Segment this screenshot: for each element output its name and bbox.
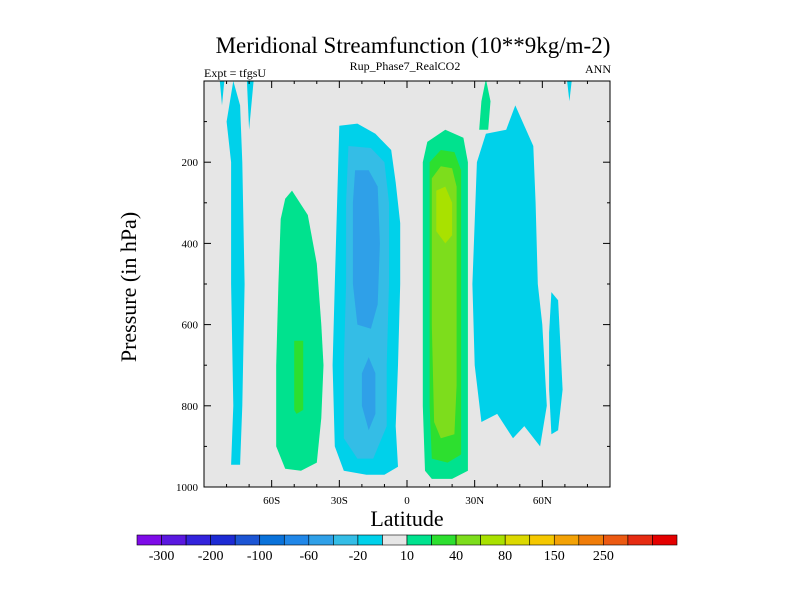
contour-southern-hadley-low (361, 357, 376, 431)
colorbar-label: 10 (400, 549, 414, 564)
y-tick-label: 600 (182, 320, 199, 332)
run-label: Rup_Phase7_RealCO2 (350, 59, 461, 73)
contour-regions (219, 81, 572, 479)
y-tick-label: 1000 (176, 482, 199, 494)
colorbar-label: -60 (299, 549, 318, 564)
plot-background (204, 81, 610, 487)
y-tick-label: 800 (182, 401, 199, 413)
y-tick-label: 400 (182, 238, 199, 250)
contour-upper-negative-sliver-a (219, 81, 225, 106)
colorbar-box (259, 534, 285, 546)
colorbar-box (553, 534, 580, 546)
contour-upper-negative-sliver-b (246, 81, 254, 130)
axis-ticks: 60S 30S 0 30N 60N 200 400 600 800 1000 (176, 81, 610, 507)
contour-polar-cell (549, 292, 563, 435)
colorbar-box (455, 534, 481, 546)
colorbar-box (333, 534, 359, 546)
x-tick-label: 60S (263, 495, 280, 507)
colorbar-box (308, 534, 334, 546)
x-tick-label: 30N (465, 495, 484, 507)
y-axis-label: Pressure (in hPa) (116, 212, 141, 362)
colorbar: -300 -200 -100 -60 -20 10 40 80 150 250 (136, 534, 678, 564)
colorbar-label: 80 (498, 549, 512, 564)
contour-southern-ferrel-cell (276, 190, 324, 471)
colorbar-label: 250 (593, 549, 614, 564)
colorbar-box (406, 534, 432, 546)
colorbar-box (161, 534, 187, 546)
colorbar-box (652, 534, 678, 546)
x-tick-label: 0 (404, 495, 410, 507)
colorbar-label: 150 (544, 549, 565, 564)
contour-northern-ferrel-cell (472, 105, 547, 447)
colorbar-box (529, 534, 555, 546)
colorbar-box (357, 534, 383, 546)
colorbar-box (136, 534, 162, 546)
colorbar-box (234, 534, 261, 546)
colorbar-label: 40 (449, 549, 463, 564)
colorbar-box (431, 534, 457, 546)
colorbar-box (210, 534, 236, 546)
contour-antarctic-cell (226, 81, 245, 465)
season-label: ANN (585, 62, 611, 76)
y-tick-label: 200 (182, 157, 199, 169)
colorbar-box (480, 534, 506, 546)
colorbar-box (578, 534, 604, 546)
colorbar-label: -100 (247, 549, 273, 564)
colorbar-box (382, 534, 408, 546)
colorbar-box (185, 534, 211, 546)
colorbar-label: -300 (149, 549, 175, 564)
experiment-label: Expt = tfgsU (204, 66, 266, 80)
colorbar-label: -200 (198, 549, 224, 564)
contour-upper-negative-sliver-c (567, 81, 572, 102)
chart-title: Meridional Streamfunction (10**9kg/m-2) (216, 33, 611, 58)
colorbar-box (283, 534, 310, 546)
contour-southern-ferrel-core (294, 340, 304, 414)
contour-northern-hadley-peak (436, 186, 453, 244)
colorbar-box (504, 534, 531, 546)
colorbar-box (627, 534, 653, 546)
x-tick-label: 60N (533, 495, 552, 507)
contour-upper-positive-band (479, 81, 491, 130)
colorbar-box (603, 534, 629, 546)
contour-southern-hadley-core (352, 170, 380, 329)
x-axis-label: Latitude (370, 506, 443, 531)
x-tick-label: 30S (331, 495, 348, 507)
colorbar-label: -20 (349, 549, 368, 564)
